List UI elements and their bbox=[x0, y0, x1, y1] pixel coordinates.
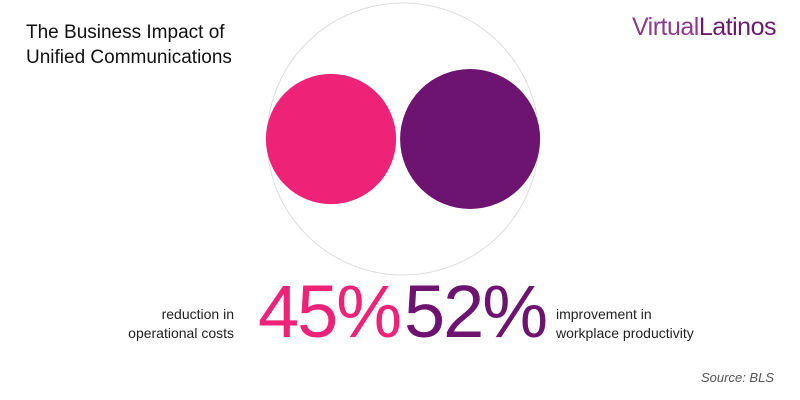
description-right: improvement in workplace productivity bbox=[556, 305, 694, 343]
percent-label-productivity: 52% bbox=[404, 270, 548, 353]
description-left-line-1: reduction in bbox=[161, 306, 234, 322]
chart-title: The Business Impact of Unified Communica… bbox=[26, 20, 286, 70]
description-left-line-2: operational costs bbox=[128, 325, 234, 341]
logo-part-latinos: Latinos bbox=[698, 13, 777, 41]
bubbles-group bbox=[265, 69, 541, 209]
description-left: reduction in operational costs bbox=[128, 305, 234, 343]
description-right-line-1: improvement in bbox=[556, 306, 652, 322]
title-line-1: The Business Impact of bbox=[26, 22, 225, 43]
description-right-line-2: workplace productivity bbox=[556, 325, 694, 341]
brand-logo: VirtualLatinos bbox=[631, 12, 777, 42]
logo-part-virtual: Virtual bbox=[631, 13, 699, 41]
title-line-2: Unified Communications bbox=[26, 47, 232, 68]
bubble-0 bbox=[265, 73, 397, 205]
source-note: Source: BLS bbox=[701, 370, 774, 385]
bubble-1 bbox=[400, 69, 541, 209]
percent-label-cost: 45% bbox=[258, 270, 402, 353]
